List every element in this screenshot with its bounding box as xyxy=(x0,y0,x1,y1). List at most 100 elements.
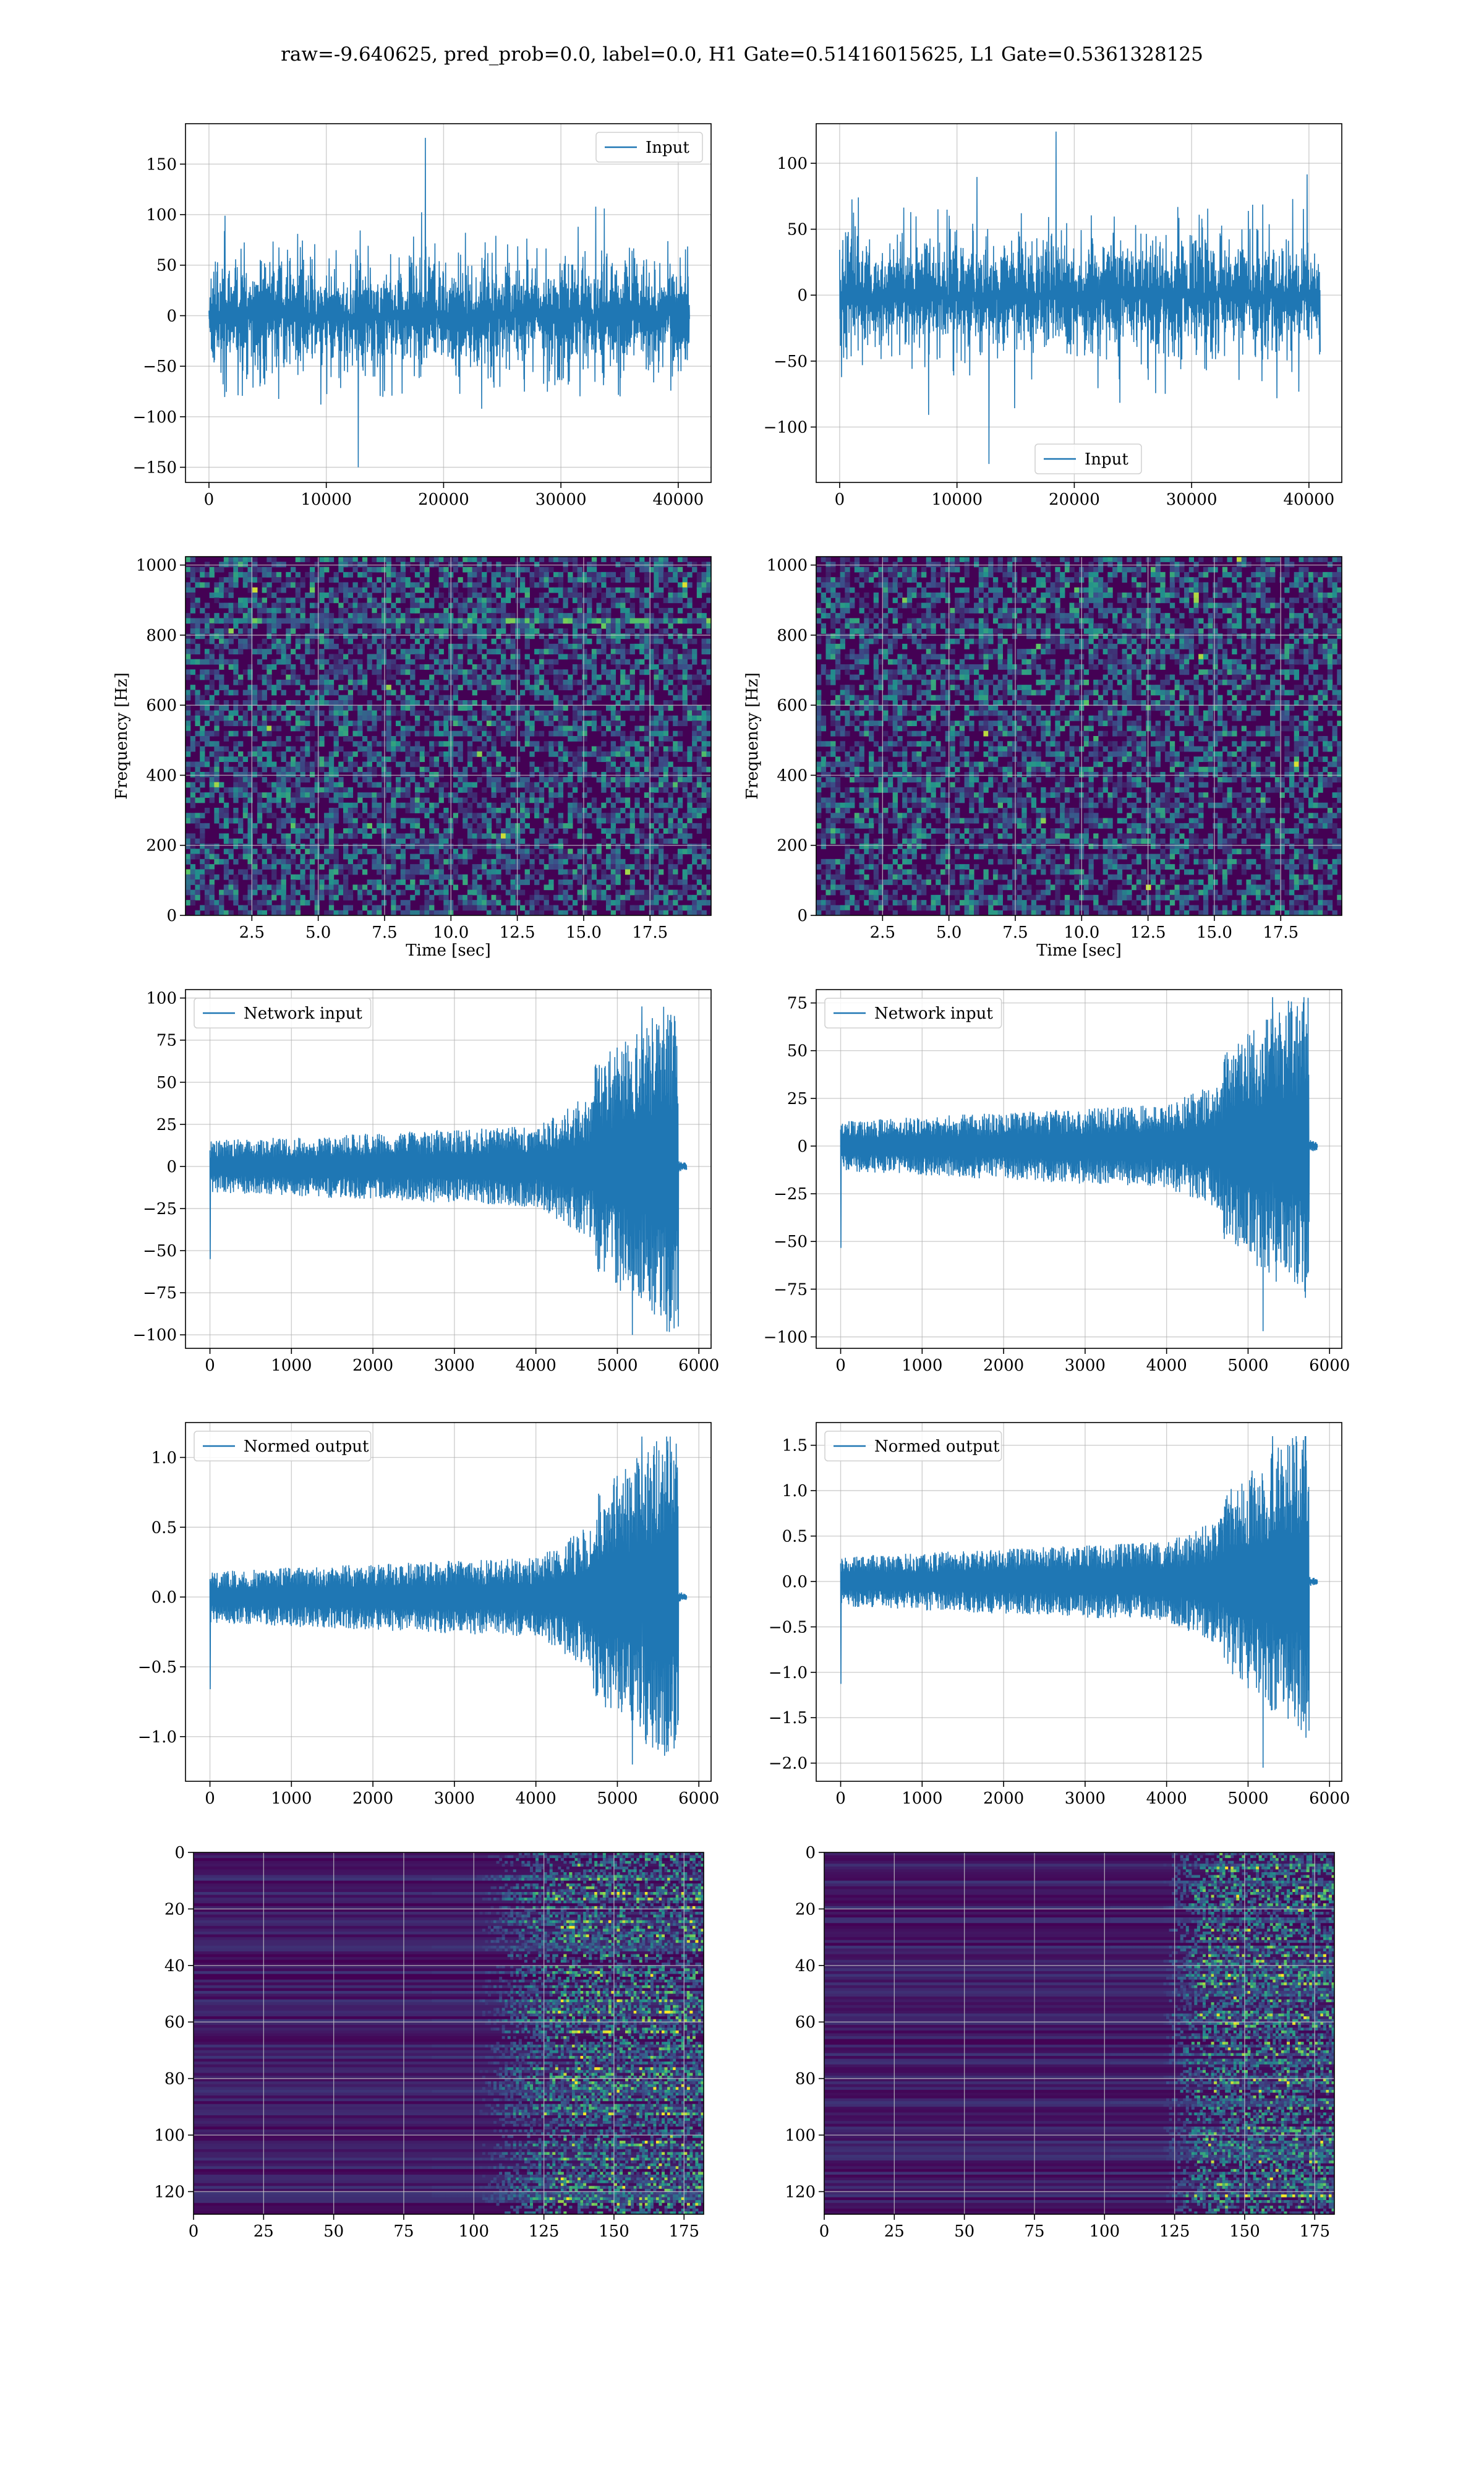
y-tick-label: 200 xyxy=(146,837,177,855)
x-tick-label: 100 xyxy=(458,2222,489,2241)
y-tick-label: −2.0 xyxy=(769,1755,808,1773)
x-tick-label: 175 xyxy=(668,2222,699,2241)
y-tick-label: −25 xyxy=(774,1185,808,1204)
y-tick-label: 20 xyxy=(795,1900,816,1919)
y-tick-label: 50 xyxy=(156,257,177,275)
h1-feature-map-panel: 0 25 50 75 100 125 150 175 0 20 40 60 80 100 120 xyxy=(154,1844,704,2241)
y-tick-label: −100 xyxy=(133,1326,177,1345)
y-tick-label: 800 xyxy=(146,627,177,645)
l1-normed-output-axes-frame xyxy=(816,1422,1342,1782)
y-tick-label: −0.5 xyxy=(138,1658,177,1677)
h1-input-ticks: 0 10000 20000 30000 40000 −150 −100 −50 0 50 100 15… xyxy=(133,155,704,509)
x-tick-label: 40000 xyxy=(653,490,704,509)
y-tick-label: −75 xyxy=(774,1280,808,1299)
h1-spectrogram-panel: 2.5 5.0 7.5 10.0 12.5 15.0 17.5 0 200 400 600 800 10… xyxy=(113,556,712,960)
h1-feature-map-heatmap xyxy=(194,1852,704,2214)
x-tick-label: 4000 xyxy=(1146,1356,1187,1375)
l1-spectrogram-ylabel: Frequency [Hz] xyxy=(743,672,762,800)
y-tick-label: 0.5 xyxy=(782,1528,808,1546)
l1-spectrogram-grid xyxy=(816,557,1342,916)
l1-spectrogram-panel: 2.5 5.0 7.5 10.0 12.5 15.0 17.5 0 200 400 600 800 10… xyxy=(743,556,1342,960)
x-tick-label: 2000 xyxy=(352,1356,393,1375)
y-tick-label: −150 xyxy=(133,458,177,477)
y-tick-label: 400 xyxy=(777,766,808,785)
h1-input-axes-frame xyxy=(185,123,712,483)
l1-feature-map-ticks: 0 25 50 75 100 125 150 175 0 20 40 60 80 100 120 xyxy=(785,1844,1330,2241)
x-tick-label: 3000 xyxy=(434,1789,475,1808)
x-tick-label: 17.5 xyxy=(1263,923,1298,942)
l1-input-panel: 0 10000 20000 30000 40000 −100 −50 0 50 100 Input xyxy=(764,123,1342,509)
y-tick-label: 0 xyxy=(797,286,808,305)
h1-network-input-ticks: 0 1000 2000 3000 4000 5000 6000 −100 −75 −50 −25 0 2… xyxy=(133,990,720,1375)
y-tick-label: 1000 xyxy=(136,557,177,575)
x-tick-label: 3000 xyxy=(434,1356,475,1375)
y-tick-label: 1.0 xyxy=(151,1449,177,1467)
x-tick-label: 12.5 xyxy=(500,923,535,942)
h1-feature-map-ticks: 0 25 50 75 100 125 150 175 0 20 40 60 80 100 120 xyxy=(154,1844,699,2241)
x-tick-label: 175 xyxy=(1299,2222,1330,2241)
y-tick-label: 150 xyxy=(146,155,177,174)
y-tick-label: 60 xyxy=(795,2013,816,2032)
x-tick-label: 125 xyxy=(529,2222,560,2241)
x-tick-label: 1000 xyxy=(271,1789,312,1808)
x-tick-label: 0 xyxy=(205,1789,215,1808)
y-tick-label: 0 xyxy=(166,907,177,925)
y-tick-label: 800 xyxy=(777,627,808,645)
x-tick-label: 6000 xyxy=(678,1789,719,1808)
y-tick-label: −100 xyxy=(764,1328,808,1346)
x-tick-label: 30000 xyxy=(535,490,587,509)
y-tick-label: −50 xyxy=(774,353,808,371)
y-tick-label: 60 xyxy=(164,2013,185,2032)
figure-title: raw=-9.640625, pred_prob=0.0, label=0.0,… xyxy=(0,43,1484,66)
x-tick-label: 50 xyxy=(954,2222,974,2241)
h1-input-series-line xyxy=(208,137,690,468)
legend-label: Network input xyxy=(244,1004,362,1023)
x-tick-label: 150 xyxy=(1229,2222,1260,2241)
x-tick-label: 4000 xyxy=(1146,1789,1187,1808)
y-tick-label: 80 xyxy=(795,2070,816,2089)
y-tick-label: 75 xyxy=(156,1032,177,1050)
x-tick-label: 5.0 xyxy=(305,923,331,942)
y-tick-label: 0.0 xyxy=(782,1573,808,1591)
x-tick-label: 7.5 xyxy=(1002,923,1028,942)
x-tick-label: 5.0 xyxy=(936,923,962,942)
x-tick-label: 4000 xyxy=(516,1356,556,1375)
y-tick-label: 100 xyxy=(785,2126,816,2145)
y-tick-label: 100 xyxy=(777,155,808,173)
y-tick-label: 0.0 xyxy=(151,1588,177,1607)
x-tick-label: 5000 xyxy=(1227,1789,1268,1808)
x-tick-label: 1000 xyxy=(271,1356,312,1375)
y-tick-label: 20 xyxy=(164,1900,185,1919)
x-tick-label: 10.0 xyxy=(1064,923,1099,942)
y-tick-label: 1000 xyxy=(767,557,808,575)
y-tick-label: −25 xyxy=(143,1200,177,1218)
l1-normed-output-ticks: 0 1000 2000 3000 4000 5000 6000 −2.0 −1.5 −1.0 −0.… xyxy=(769,1437,1350,1808)
y-tick-label: 600 xyxy=(146,696,177,715)
y-tick-label: 1.0 xyxy=(782,1482,808,1500)
x-tick-label: 5000 xyxy=(597,1356,638,1375)
y-tick-label: 50 xyxy=(156,1074,177,1092)
legend-label: Input xyxy=(646,139,689,157)
x-tick-label: 5000 xyxy=(597,1789,638,1808)
y-tick-label: 0 xyxy=(166,307,177,325)
y-tick-label: 0 xyxy=(805,1844,816,1862)
x-tick-label: 20000 xyxy=(418,490,469,509)
y-tick-label: 50 xyxy=(787,1042,808,1061)
x-tick-label: 6000 xyxy=(1309,1356,1350,1375)
y-tick-label: 100 xyxy=(146,206,177,225)
y-tick-label: 80 xyxy=(164,2070,185,2089)
y-tick-label: 100 xyxy=(154,2126,185,2145)
x-tick-label: 15.0 xyxy=(566,923,602,942)
x-tick-label: 0 xyxy=(819,2222,830,2241)
l1-input-series-line xyxy=(839,131,1321,464)
h1-spectrogram-ticks: 2.5 5.0 7.5 10.0 12.5 15.0 17.5 0 200 400 600 800 10… xyxy=(136,557,668,942)
y-tick-label: 120 xyxy=(785,2183,816,2201)
y-tick-label: 600 xyxy=(777,696,808,715)
x-tick-label: 0 xyxy=(205,1356,215,1375)
x-tick-label: 0 xyxy=(835,1356,846,1375)
l1-network-input-series-line xyxy=(840,997,1318,1332)
y-tick-label: 75 xyxy=(787,995,808,1013)
h1-network-input-legend: Network input xyxy=(194,998,372,1029)
x-tick-label: 2.5 xyxy=(870,923,895,942)
